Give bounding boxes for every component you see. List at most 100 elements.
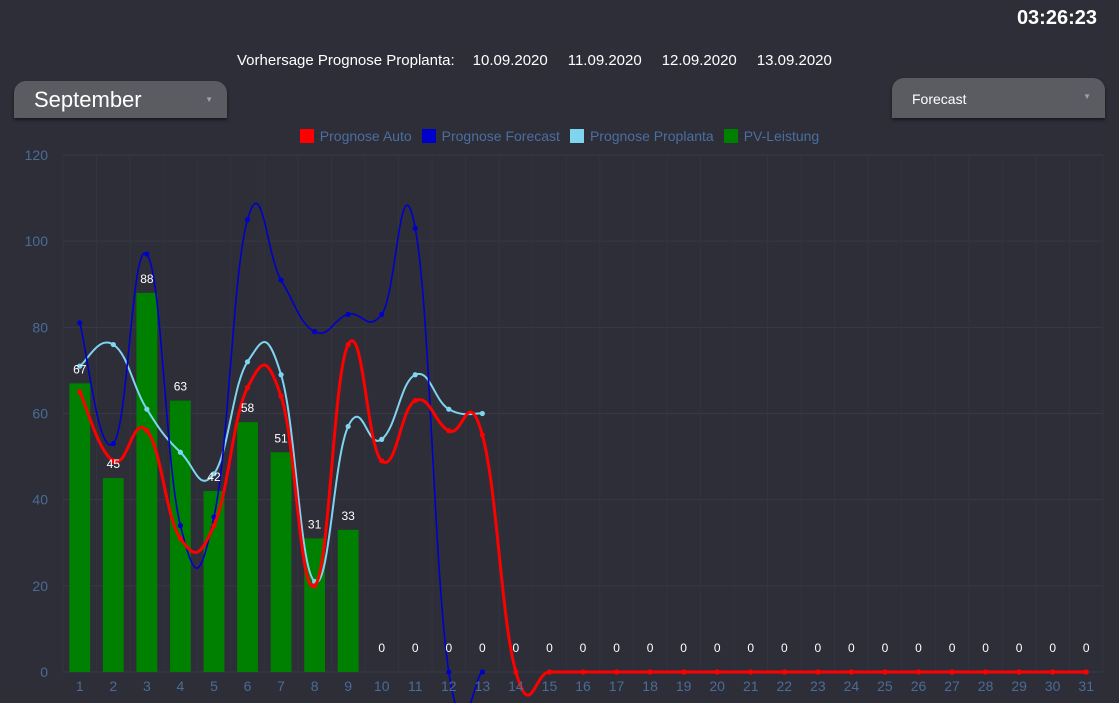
- legend-swatch: [421, 129, 436, 143]
- bar-data-label: 0: [747, 641, 754, 655]
- point-prognose-proplanta: [110, 341, 116, 348]
- legend-swatch: [299, 129, 314, 143]
- bar-data-label: 0: [1016, 641, 1023, 655]
- bar-data-label: 0: [949, 641, 956, 655]
- x-tick-label: 24: [844, 678, 860, 694]
- legend-item-prognose-proplanta[interactable]: Prognose Proplanta: [569, 128, 714, 144]
- bar-data-label: 0: [680, 641, 687, 655]
- x-tick-label: 19: [676, 678, 692, 694]
- point-prognose-auto: [748, 669, 754, 675]
- bar-data-label: 0: [647, 641, 654, 655]
- point-prognose-auto: [345, 341, 351, 348]
- bar-data-label: 51: [274, 431, 288, 445]
- legend-item-pv-leistung[interactable]: PV-Leistung: [723, 128, 820, 144]
- point-prognose-auto: [681, 669, 687, 675]
- point-prognose-proplanta: [77, 363, 83, 369]
- legend-item-prognose-auto[interactable]: Prognose Auto: [299, 128, 412, 144]
- month-select-value: September: [34, 87, 142, 112]
- bar-data-label: 0: [714, 641, 721, 655]
- point-prognose-auto: [513, 669, 519, 675]
- point-prognose-auto: [244, 385, 251, 391]
- bar-data-label: 0: [781, 641, 788, 655]
- point-prognose-forecast: [177, 522, 184, 529]
- legend-label: Prognose Forecast: [441, 128, 560, 144]
- pv-bar: [270, 452, 292, 672]
- point-prognose-forecast: [312, 329, 318, 335]
- x-tick-label: 29: [1011, 678, 1027, 694]
- y-tick-label: 60: [32, 406, 48, 422]
- point-prognose-forecast: [244, 217, 251, 223]
- point-prognose-proplanta: [177, 449, 184, 455]
- bar-data-label: 0: [580, 641, 587, 655]
- point-prognose-auto: [915, 669, 922, 675]
- legend-item-prognose-forecast[interactable]: Prognose Forecast: [421, 128, 560, 144]
- pv-bar: [237, 422, 258, 672]
- bar-data-label: 0: [814, 641, 821, 655]
- point-prognose-auto: [144, 428, 150, 434]
- clock: 03:26:23: [1016, 7, 1097, 29]
- x-tick-label: 28: [978, 678, 994, 694]
- y-tick-label: 20: [32, 578, 48, 594]
- point-prognose-forecast: [345, 311, 351, 318]
- bar-data-label: 0: [613, 641, 620, 655]
- x-tick-label: 23: [810, 678, 826, 694]
- bar-data-label: 0: [915, 641, 922, 655]
- y-tick-label: 0: [40, 664, 48, 680]
- forecast-title: Vorhersage Prognose Proplanta:: [237, 52, 455, 69]
- point-prognose-proplanta: [412, 372, 418, 378]
- x-tick-label: 25: [877, 678, 893, 694]
- x-tick-label: 26: [911, 678, 927, 694]
- x-tick-label: 22: [777, 678, 793, 694]
- point-prognose-forecast: [77, 320, 83, 326]
- chart-legend: Prognose Auto Prognose Forecast Prognose…: [0, 128, 1119, 144]
- x-tick-label: 14: [508, 678, 524, 694]
- chevron-down-icon: ▼: [205, 95, 213, 104]
- point-prognose-proplanta: [345, 423, 351, 430]
- bar-data-label: 0: [546, 641, 553, 655]
- line-prognose-proplanta: [79, 340, 483, 583]
- point-prognose-forecast: [278, 277, 284, 283]
- x-tick-label: 12: [441, 678, 457, 694]
- bar-data-label: 0: [412, 641, 419, 655]
- legend-swatch: [723, 129, 738, 143]
- bar-data-label: 0: [378, 641, 385, 655]
- x-tick-label: 11: [408, 678, 423, 694]
- point-prognose-auto: [580, 669, 586, 675]
- point-prognose-forecast: [412, 225, 418, 231]
- point-prognose-proplanta: [446, 406, 452, 412]
- point-prognose-proplanta: [278, 372, 284, 378]
- y-tick-label: 120: [25, 147, 49, 163]
- bar-data-label: 0: [982, 641, 989, 655]
- bar-data-label: 0: [882, 641, 889, 655]
- point-prognose-forecast: [379, 311, 385, 318]
- x-tick-label: 3: [143, 678, 151, 694]
- x-tick-label: 30: [1045, 678, 1061, 694]
- point-prognose-auto: [479, 432, 485, 438]
- point-prognose-auto: [613, 669, 620, 675]
- forecast-header: Vorhersage Prognose Proplanta: 10.09.202…: [237, 52, 852, 69]
- bar-data-label: 42: [207, 470, 221, 484]
- bar-data-label: 45: [107, 457, 121, 471]
- x-tick-label: 9: [344, 678, 352, 694]
- point-prognose-auto: [446, 428, 452, 434]
- month-select[interactable]: September ▼: [14, 81, 227, 118]
- x-tick-label: 16: [575, 678, 591, 694]
- x-tick-label: 1: [76, 678, 84, 694]
- y-tick-label: 40: [32, 492, 48, 508]
- point-prognose-auto: [882, 669, 888, 675]
- forecast-date: 11.09.2020: [567, 52, 642, 69]
- forecast-date: 13.09.2020: [756, 52, 832, 69]
- pv-bar: [136, 292, 158, 672]
- x-tick-label: 15: [542, 678, 558, 694]
- x-tick-label: 13: [475, 678, 491, 694]
- point-prognose-auto: [412, 397, 418, 404]
- legend-label: PV-Leistung: [743, 128, 820, 144]
- mode-select[interactable]: Forecast ▼: [892, 78, 1105, 118]
- x-tick-label: 5: [210, 678, 218, 694]
- point-prognose-proplanta: [211, 471, 217, 477]
- mode-select-value: Forecast: [912, 91, 967, 107]
- pv-bar: [102, 478, 124, 672]
- x-tick-label: 17: [609, 678, 625, 694]
- bar-data-label: 88: [140, 272, 154, 286]
